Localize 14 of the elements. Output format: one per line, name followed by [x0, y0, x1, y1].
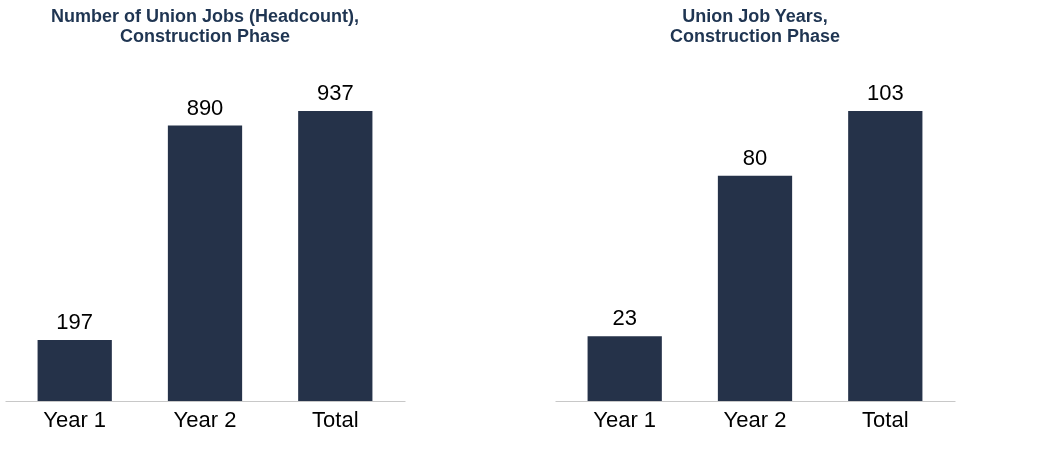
data-label: 23: [612, 305, 637, 331]
x-tick-label: Year 1: [43, 406, 107, 432]
x-tick-label: Year 2: [173, 406, 237, 432]
data-label: 197: [56, 309, 94, 335]
data-label: 80: [742, 144, 768, 170]
x-tick-label: Year 2: [723, 406, 787, 432]
data-label: 937: [316, 80, 354, 105]
data-label: 103: [866, 80, 904, 105]
x-tick-label: Year 1: [593, 406, 657, 432]
chart-title: Union Job Years, Construction Phase: [669, 6, 841, 46]
chart-title: Number of Union Jobs (Headcount), Construction Phase: [51, 6, 359, 46]
data-label: 890: [186, 94, 224, 120]
x-tick-label: Total: [862, 406, 909, 432]
x-tick-label: Total: [312, 406, 359, 432]
